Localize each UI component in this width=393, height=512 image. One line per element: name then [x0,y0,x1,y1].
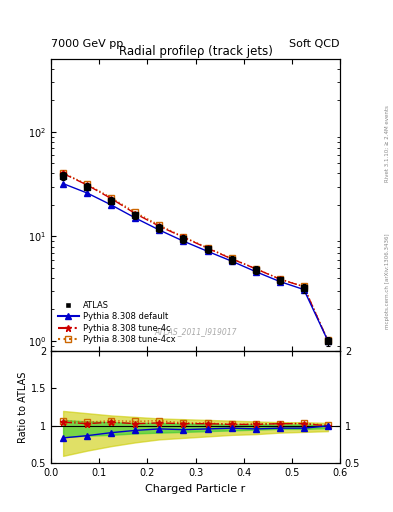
Text: Soft QCD: Soft QCD [290,38,340,49]
Text: mcplots.cern.ch [arXiv:1306.3436]: mcplots.cern.ch [arXiv:1306.3436] [385,234,389,329]
X-axis label: Charged Particle r: Charged Particle r [145,484,246,494]
Y-axis label: Ratio to ATLAS: Ratio to ATLAS [18,372,28,443]
Text: 7000 GeV pp: 7000 GeV pp [51,38,123,49]
Text: ATLAS_2011_I919017: ATLAS_2011_I919017 [154,327,237,336]
Text: Rivet 3.1.10; ≥ 2.4M events: Rivet 3.1.10; ≥ 2.4M events [385,105,389,182]
Legend: ATLAS, Pythia 8.308 default, Pythia 8.308 tune-4c, Pythia 8.308 tune-4cx: ATLAS, Pythia 8.308 default, Pythia 8.30… [55,298,178,347]
Title: Radial profileρ (track jets): Radial profileρ (track jets) [119,45,272,58]
